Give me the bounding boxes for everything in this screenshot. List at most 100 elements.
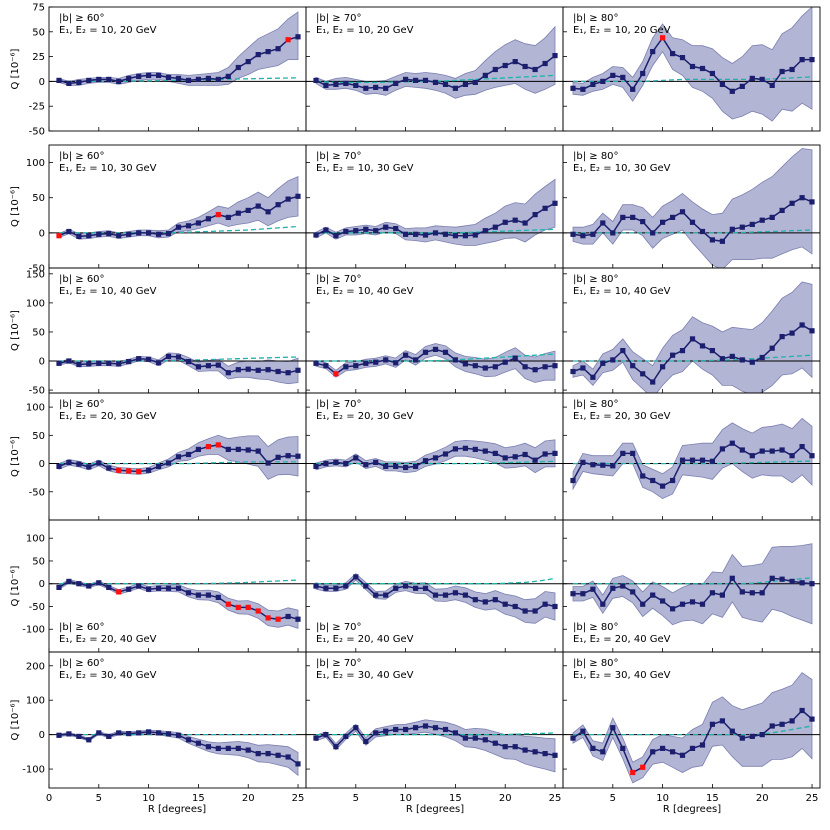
- data-point: [532, 367, 538, 373]
- data-point: [255, 751, 261, 757]
- panel-subtitle: E₁, E₂ = 10, 40 GeV: [573, 286, 671, 297]
- panel-r3-c2: |b| ≥ 80°E₁, E₂ = 20, 30 GeV: [562, 392, 821, 521]
- highlighted-point: [660, 35, 666, 41]
- panel-r5-c0: -100 0 100 200 Q [10⁻⁶] 0 5 10 15 20 25 |b| ≥ 60°E₁…: [10, 651, 307, 804]
- data-point: [580, 591, 586, 597]
- data-point: [462, 592, 468, 598]
- data-point: [462, 81, 468, 87]
- data-point: [590, 81, 596, 87]
- data-point: [779, 334, 785, 340]
- data-point: [265, 460, 271, 466]
- data-point: [66, 731, 72, 737]
- data-point: [393, 726, 399, 733]
- confidence-band: [315, 25, 556, 99]
- confidence-band: [315, 343, 556, 383]
- data-point: [552, 603, 558, 610]
- data-point: [679, 457, 686, 463]
- data-point: [195, 592, 201, 598]
- data-point: [799, 57, 805, 63]
- panel-r1-c2: |b| ≥ 80°E₁, E₂ = 10, 30 GeV: [562, 144, 821, 269]
- data-point: [709, 70, 715, 77]
- data-point: [136, 356, 142, 362]
- data-point: [689, 457, 696, 463]
- data-point: [353, 228, 359, 234]
- data-point: [640, 601, 646, 607]
- data-point: [126, 359, 132, 365]
- data-point: [86, 233, 92, 239]
- data-point: [570, 735, 576, 741]
- y-tick-label: 0: [39, 228, 45, 239]
- data-point: [492, 740, 498, 746]
- data-point: [600, 220, 606, 226]
- panel-title: |b| ≥ 70°: [316, 151, 362, 162]
- data-point: [749, 453, 755, 459]
- data-point: [343, 461, 349, 467]
- y-tick-label: -50: [29, 386, 45, 397]
- data-point: [353, 363, 359, 369]
- data-point: [580, 233, 586, 239]
- data-point: [76, 733, 82, 739]
- data-point: [225, 370, 231, 376]
- data-point: [729, 353, 735, 359]
- data-point: [739, 735, 745, 741]
- data-point: [373, 459, 379, 465]
- data-point: [333, 744, 339, 750]
- data-point: [512, 59, 518, 65]
- data-point: [56, 732, 62, 738]
- data-point: [650, 230, 656, 236]
- y-tick-label: 0: [39, 459, 45, 470]
- data-point: [719, 356, 725, 362]
- data-point: [235, 210, 241, 216]
- data-point: [76, 79, 82, 85]
- data-point: [245, 747, 251, 753]
- data-point: [729, 440, 735, 446]
- data-point: [610, 72, 616, 78]
- highlighted-point: [245, 604, 251, 610]
- data-point: [679, 752, 686, 758]
- highlighted-point: [116, 589, 122, 595]
- data-point: [422, 77, 429, 83]
- data-point: [205, 744, 211, 750]
- data-point: [96, 460, 102, 466]
- data-point: [739, 589, 745, 595]
- data-point: [323, 227, 329, 233]
- data-point: [542, 601, 548, 607]
- confidence-band: [572, 148, 813, 268]
- data-point: [580, 459, 586, 465]
- confidence-band: [572, 672, 813, 784]
- data-point: [502, 62, 508, 69]
- data-point: [699, 742, 706, 748]
- x-tick-label: 25: [549, 793, 562, 804]
- data-point: [175, 354, 182, 360]
- data-point: [76, 581, 82, 587]
- data-point: [363, 360, 369, 366]
- data-point: [313, 463, 319, 469]
- data-point: [275, 368, 281, 375]
- data-point: [383, 728, 389, 734]
- data-point: [502, 455, 508, 461]
- data-point: [373, 730, 379, 736]
- data-point: [580, 365, 586, 371]
- data-point: [295, 34, 301, 40]
- panel-r2-c0: -50 0 50 100 150 Q [10⁻⁶] |b| ≥ 60°E₁, E₂ = 10…: [10, 267, 307, 397]
- data-point: [452, 85, 458, 91]
- x-tick-label: 15: [449, 793, 462, 804]
- data-point: [393, 226, 399, 232]
- data-point: [699, 228, 706, 235]
- data-point: [759, 732, 765, 738]
- data-point: [689, 599, 696, 605]
- data-point: [255, 52, 261, 58]
- data-point: [739, 447, 745, 453]
- data-point: [522, 608, 528, 614]
- data-point: [620, 450, 626, 456]
- panel-r4-c0: -100 -50 0 50 100 Q [10⁻⁶] |b| ≥ 60°E₁, E₂ = 2…: [10, 519, 307, 653]
- highlighted-point: [630, 769, 636, 776]
- panel-title: |b| ≥ 60°: [59, 658, 105, 669]
- y-tick-label: 50: [32, 431, 45, 442]
- panel-r0-c2: |b| ≥ 80°E₁, E₂ = 10, 20 GeV: [562, 6, 821, 132]
- data-point: [363, 85, 369, 91]
- data-point: [472, 232, 478, 238]
- data-point: [789, 718, 795, 724]
- data-point: [630, 363, 636, 369]
